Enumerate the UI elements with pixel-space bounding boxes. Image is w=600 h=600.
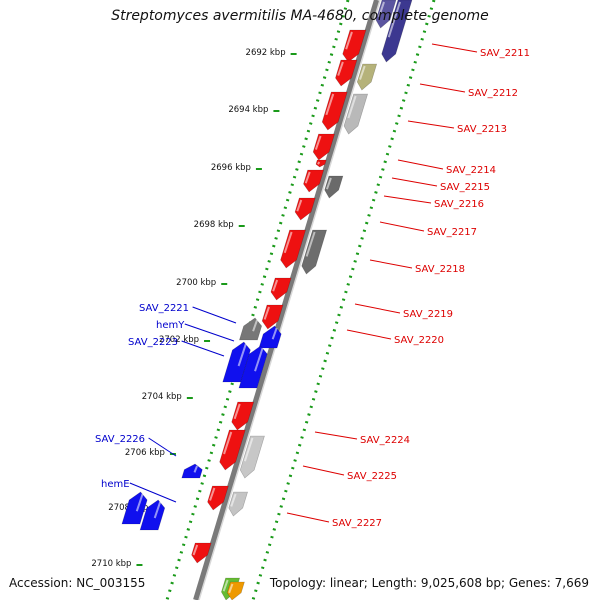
accession-text: Accession: NC_003155 [9, 576, 146, 590]
gene-label-sav-2212[interactable]: SAV_2212 [468, 88, 518, 99]
scale-tick-label: 2698 kbp [194, 220, 234, 230]
gene-label-sav-2214[interactable]: SAV_2214 [446, 165, 496, 176]
scale-tick-label: 2704 kbp [142, 392, 182, 402]
label-leader-line [431, 43, 478, 53]
gene-other-2[interactable] [381, 0, 413, 63]
gene-label-sav-2220[interactable]: SAV_2220 [394, 335, 444, 346]
gene-other-7[interactable] [239, 435, 265, 479]
gene-other-6[interactable] [301, 229, 328, 275]
gene-sav-2218[interactable] [270, 277, 292, 301]
scale-track-outer-right [251, 0, 436, 600]
gene-heme-b[interactable] [139, 499, 166, 531]
scale-tick-label: 2696 kbp [211, 163, 251, 173]
label-leader-line [192, 306, 237, 324]
gene-sav-2212[interactable] [335, 59, 358, 87]
label-leader-line [302, 465, 345, 476]
gene-label-sav-2211[interactable]: SAV_2211 [480, 48, 530, 59]
gene-sav-2224[interactable] [219, 429, 246, 471]
gene-label-sav-2226[interactable]: SAV_2226 [95, 434, 145, 445]
gene-other-10[interactable] [226, 581, 245, 600]
label-leader-line [346, 329, 392, 340]
gene-sav-2226[interactable] [181, 463, 203, 479]
scale-track-outer-left [165, 0, 350, 600]
gene-label-sav-2223[interactable]: SAV_2223 [128, 337, 178, 348]
scale-tick-label: 2706 kbp [125, 448, 165, 458]
gene-sav-2211[interactable] [342, 29, 367, 63]
gene-label-sav-2219[interactable]: SAV_2219 [403, 309, 453, 320]
label-leader-line [354, 303, 401, 314]
label-leader-line [184, 323, 235, 342]
gene-sav-2214[interactable] [312, 133, 335, 161]
gene-small-fwd[interactable] [315, 159, 327, 168]
gene-sav-2213[interactable] [321, 91, 348, 131]
genome-stats-text: Topology: linear; Length: 9,025,608 bp; … [269, 576, 589, 590]
label-leader-line [129, 482, 177, 503]
gene-other-8[interactable] [228, 491, 248, 517]
gene-other-3[interactable] [356, 63, 378, 91]
label-leader-line [419, 83, 466, 93]
label-leader-line [148, 437, 177, 457]
scale-tick-label: 2694 kbp [228, 105, 268, 115]
gene-sav-2220[interactable] [231, 401, 255, 431]
gene-label-hemy[interactable]: hemY [156, 320, 185, 331]
gene-sav-2216[interactable] [294, 197, 316, 221]
gene-label-sav-2224[interactable]: SAV_2224 [360, 435, 410, 446]
label-leader-line [314, 431, 358, 440]
gene-sav-2223-a[interactable] [222, 341, 251, 383]
label-leader-line [286, 512, 330, 523]
label-leader-line [181, 340, 225, 357]
gene-label-sav-2225[interactable]: SAV_2225 [347, 471, 397, 482]
gene-other-4[interactable] [343, 93, 369, 135]
label-leader-line [391, 177, 438, 187]
gene-other-5[interactable] [324, 175, 344, 199]
scale-tick-label: 2710 kbp [91, 559, 131, 569]
gene-other-1[interactable] [375, 0, 397, 29]
label-leader-line [369, 259, 413, 269]
gene-sav-2219[interactable] [261, 304, 284, 330]
label-leader-line [379, 221, 425, 232]
label-leader-line [397, 159, 444, 170]
gene-sav-2215[interactable] [303, 169, 325, 193]
gene-label-sav-2213[interactable]: SAV_2213 [457, 124, 507, 135]
gene-label-sav-2221[interactable]: SAV_2221 [139, 303, 189, 314]
gene-label-sav-2227[interactable]: SAV_2227 [332, 518, 382, 529]
gene-sav-2225[interactable] [207, 485, 229, 511]
label-leader-line [383, 195, 432, 204]
scale-tick-label: 2692 kbp [246, 48, 286, 58]
gene-label-sav-2217[interactable]: SAV_2217 [427, 227, 477, 238]
gene-sav-2223-b[interactable] [238, 345, 268, 389]
gene-sav-2227[interactable] [191, 542, 212, 564]
gene-label-sav-2216[interactable]: SAV_2216 [434, 199, 484, 210]
scale-tick-label: 2702 kbp [159, 335, 199, 345]
scale-tick-label: 2700 kbp [176, 278, 216, 288]
gene-label-heme[interactable]: hemE [101, 479, 130, 490]
gene-sav-2217[interactable] [280, 229, 307, 269]
gene-label-sav-2215[interactable]: SAV_2215 [440, 182, 490, 193]
genome-backbone [193, 0, 380, 600]
gene-heme-a[interactable] [121, 491, 148, 525]
label-leader-line [407, 120, 455, 129]
gene-hemy[interactable] [258, 325, 282, 349]
gene-label-sav-2218[interactable]: SAV_2218 [415, 264, 465, 275]
gene-sav-2221[interactable] [239, 317, 262, 341]
genome-backbone-highlight [198, 0, 381, 600]
map-title: Streptomyces avermitilis MA-4680, comple… [111, 8, 489, 24]
